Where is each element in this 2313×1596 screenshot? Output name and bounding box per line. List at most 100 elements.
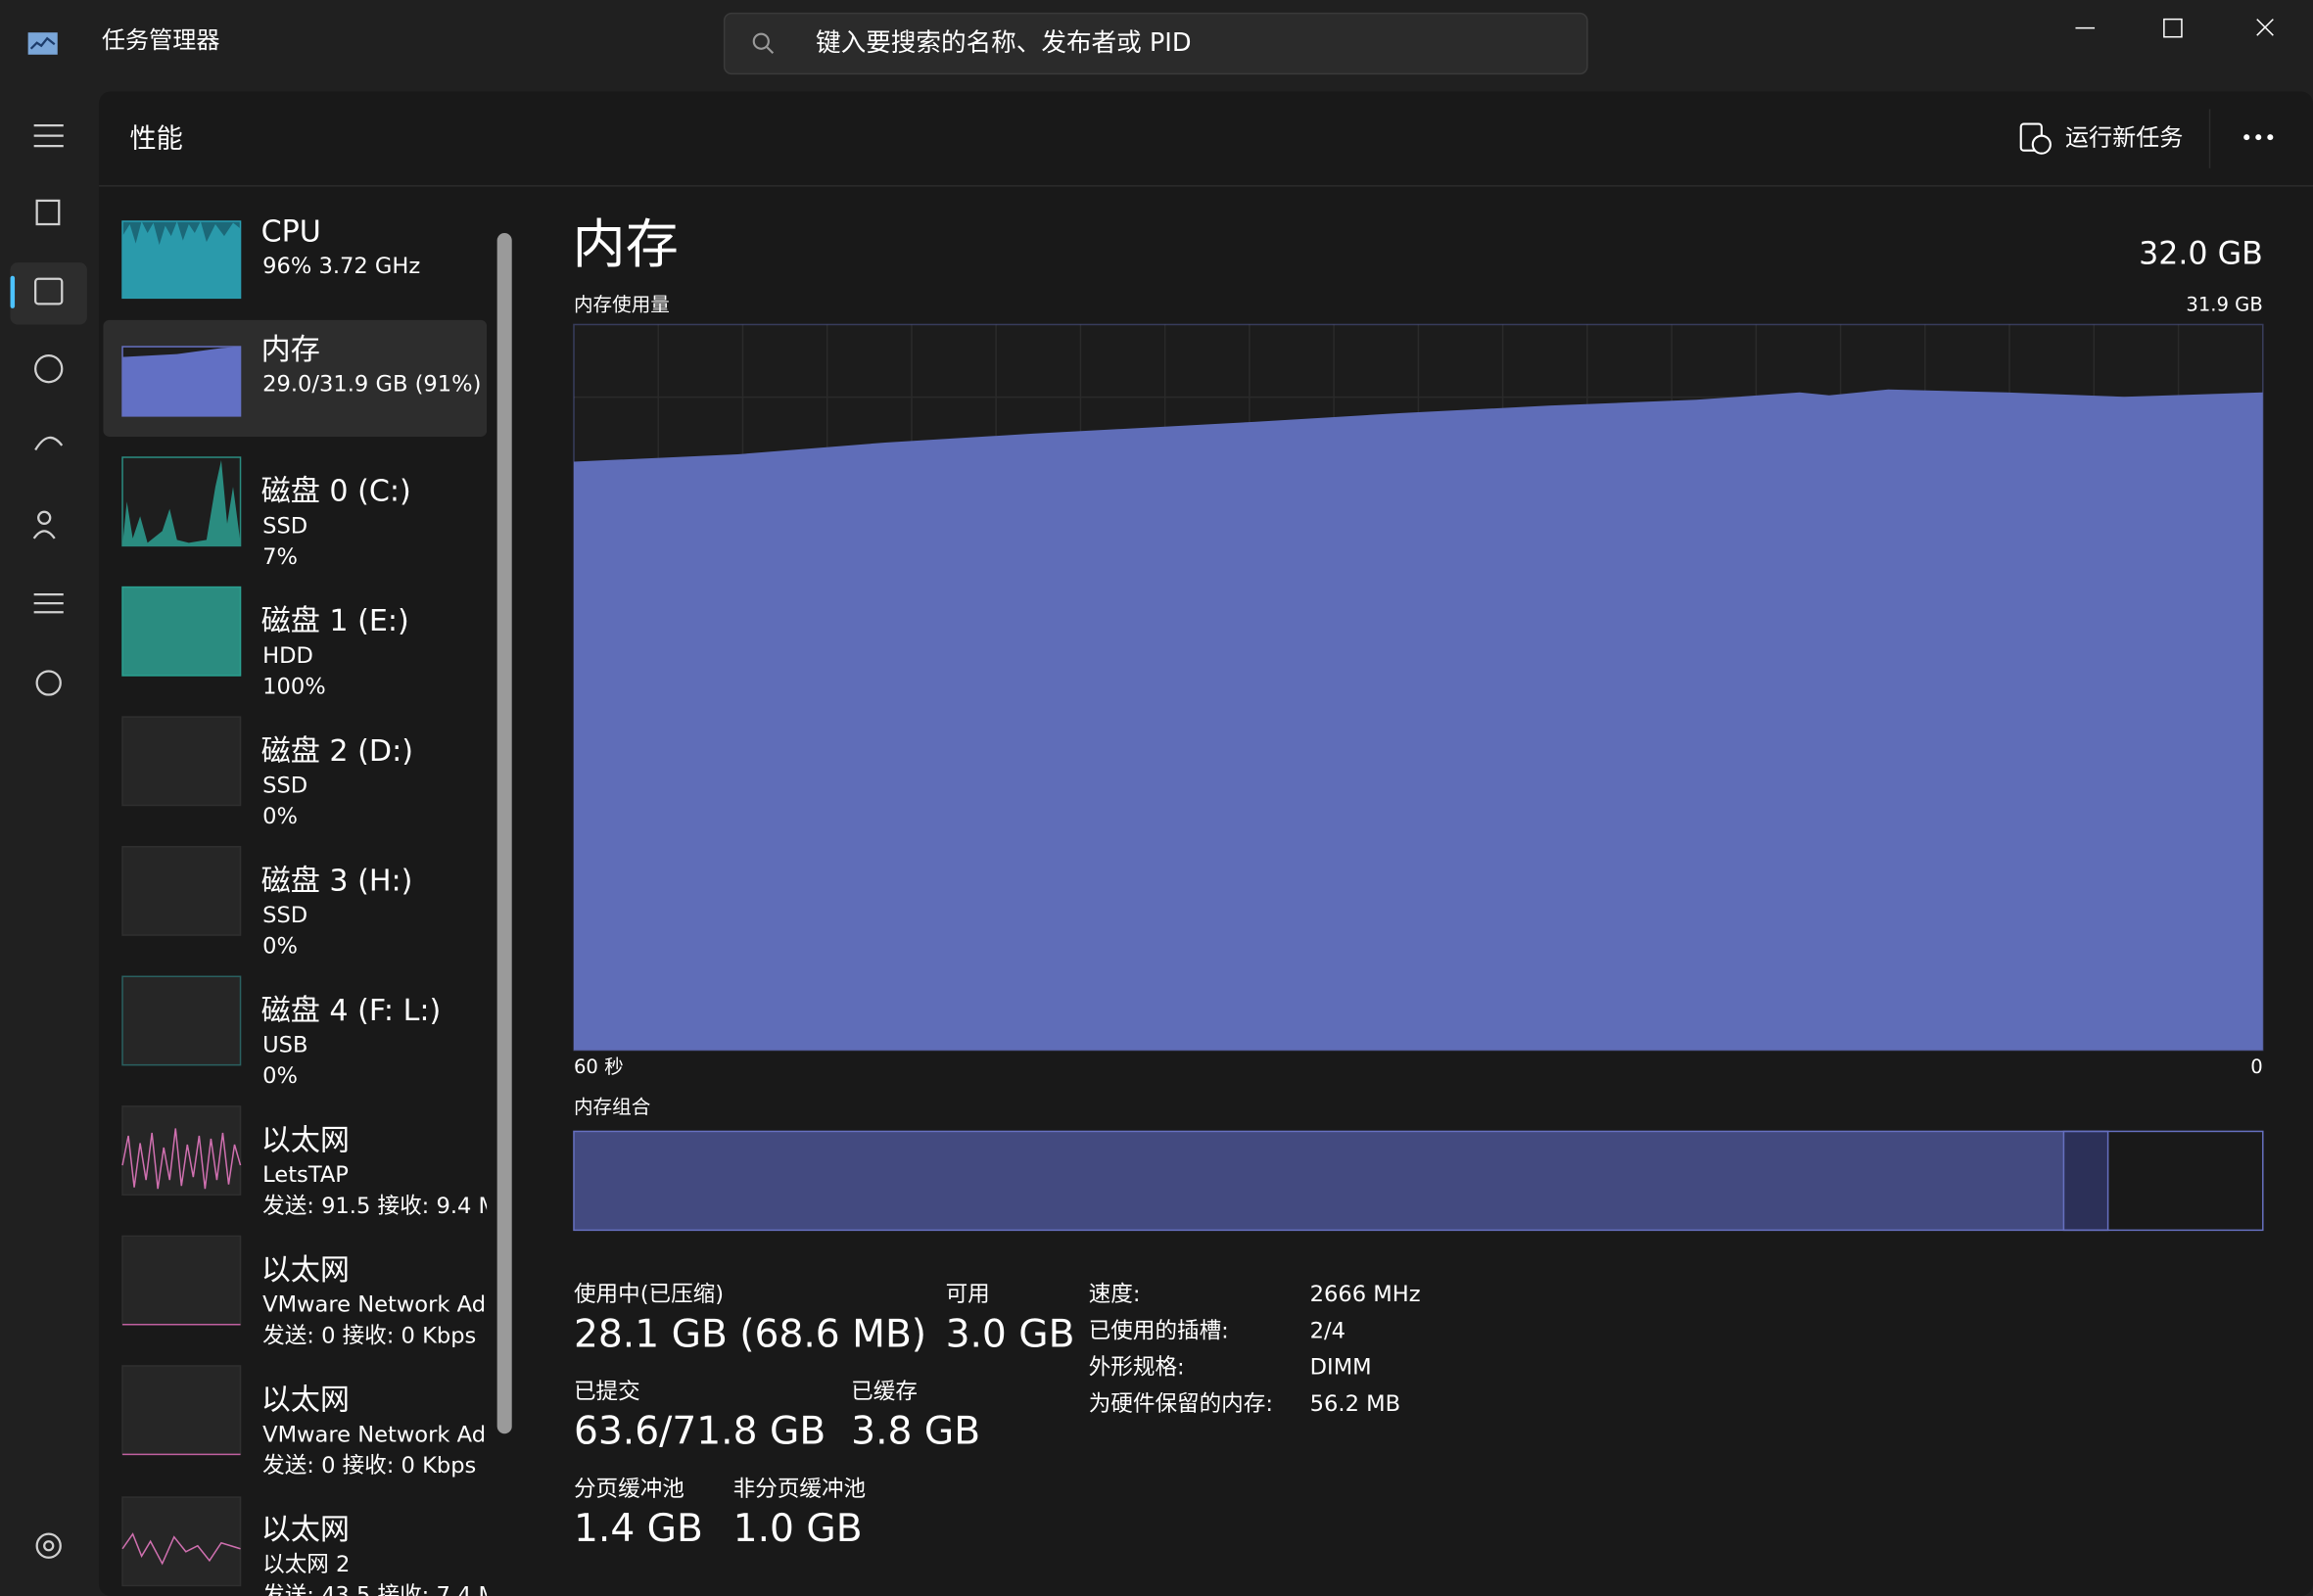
app-icon bbox=[27, 32, 58, 55]
sidebar-item-detail: USB bbox=[262, 1033, 307, 1058]
graph-right: 0 bbox=[2250, 1056, 2262, 1078]
nav-settings[interactable] bbox=[35, 1532, 62, 1559]
sidebar-item-name: 以太网 bbox=[261, 1513, 350, 1547]
disk3-thumb bbox=[121, 845, 242, 936]
sidebar-item-name: 磁盘 3 (H:) bbox=[261, 864, 413, 898]
sidebar-item-name: 以太网 bbox=[261, 1384, 350, 1418]
run-task-icon[interactable] bbox=[2031, 134, 2052, 155]
run-new-task[interactable]: 运行新任务 bbox=[2065, 124, 2183, 152]
composition-in-use bbox=[573, 1131, 2064, 1231]
sidebar-item-detail: 0% bbox=[262, 1063, 298, 1089]
composition-border bbox=[573, 1130, 2264, 1232]
sidebar-item-detail: 0% bbox=[262, 934, 298, 960]
search-icon bbox=[752, 32, 770, 50]
sidebar-scrollbar[interactable] bbox=[496, 233, 512, 1434]
sidebar-item-detail: 发送: 43.5 接收: 7.4 Mbps bbox=[262, 1582, 537, 1596]
nav-details[interactable] bbox=[33, 592, 64, 614]
sidebar-item-detail: VMware Network Adapter VMnet8 bbox=[262, 1422, 637, 1447]
composition-label: 内存组合 bbox=[574, 1096, 650, 1118]
detail-title: 内存 bbox=[572, 213, 678, 275]
nav-processes[interactable] bbox=[35, 199, 61, 226]
disk0-thumb-area bbox=[122, 460, 241, 546]
stat-value: 28.1 GB (68.6 MB) bbox=[574, 1312, 926, 1356]
search-placeholder[interactable]: 键入要搜索的名称、发布者或 PID bbox=[816, 28, 1192, 58]
memory-graph-area bbox=[573, 389, 2263, 1051]
property-label: 速度: bbox=[1089, 1282, 1141, 1307]
cpu-thumb-area bbox=[122, 221, 241, 299]
sidebar-item[interactable]: 磁盘 2 (D:) SSD 0% bbox=[261, 734, 413, 829]
search-icon bbox=[766, 46, 775, 55]
graph-label: 内存使用量 bbox=[574, 293, 670, 315]
sidebar-item-name: 以太网 bbox=[261, 1253, 350, 1288]
property-value: 2/4 bbox=[1310, 1318, 1345, 1343]
eth3-thumb-line bbox=[121, 1532, 241, 1566]
nav-indicator bbox=[10, 275, 16, 308]
sidebar-item[interactable]: 内存 29.0/31.9 GB (91%) bbox=[261, 333, 482, 398]
maximize-button[interactable] bbox=[2163, 18, 2183, 38]
sidebar-item-name: 磁盘 2 (D:) bbox=[261, 734, 413, 769]
sidebar-item-name: 磁盘 4 (F: L:) bbox=[261, 994, 442, 1028]
sidebar-item-detail: 发送: 0 接收: 0 Kbps bbox=[262, 1453, 476, 1479]
memory-graph-border bbox=[573, 323, 2264, 1052]
stat-label: 可用 bbox=[946, 1282, 990, 1307]
sidebar-item-detail: SSD bbox=[262, 903, 307, 928]
sidebar-item-name: 以太网 bbox=[261, 1123, 350, 1157]
stat-label: 使用中(已压缩) bbox=[574, 1282, 724, 1307]
nav-startup[interactable] bbox=[34, 436, 64, 451]
stat-label: 已提交 bbox=[574, 1380, 640, 1405]
sidebar-item-detail: 96% 3.72 GHz bbox=[262, 254, 420, 279]
stat-value: 1.4 GB bbox=[574, 1507, 703, 1551]
composition-modified bbox=[2062, 1130, 2109, 1232]
sidebar-item-detail: 7% bbox=[262, 544, 298, 570]
nav-menu[interactable] bbox=[33, 123, 64, 148]
property-label: 已使用的插槽: bbox=[1089, 1318, 1229, 1343]
sidebar-thumbnails bbox=[121, 220, 242, 1587]
disk4-thumb bbox=[121, 975, 242, 1066]
nav-users[interactable] bbox=[32, 530, 56, 540]
sidebar-item-name: 磁盘 0 (C:) bbox=[261, 475, 411, 509]
sidebar-item-detail: HDD bbox=[262, 643, 313, 669]
property-value: 56.2 MB bbox=[1310, 1391, 1400, 1417]
app-title: 任务管理器 bbox=[102, 26, 219, 54]
detail-total: 32.0 GB bbox=[2139, 237, 2263, 272]
sidebar-item-detail: SSD bbox=[262, 513, 307, 539]
nav-icons bbox=[10, 123, 87, 1559]
eth3-thumb bbox=[121, 1496, 242, 1587]
sidebar-item[interactable]: 磁盘 3 (H:) SSD 0% bbox=[261, 864, 413, 959]
stat-label: 非分页缓冲池 bbox=[733, 1477, 866, 1502]
nav-users[interactable] bbox=[37, 510, 52, 525]
memory-thumb-area bbox=[122, 347, 241, 416]
property-value: DIMM bbox=[1310, 1355, 1372, 1381]
close-button[interactable] bbox=[2256, 19, 2274, 36]
graph-left: 60 秒 bbox=[574, 1056, 624, 1078]
sidebar-item-detail: 100% bbox=[262, 675, 326, 700]
nav-settings[interactable] bbox=[43, 1540, 55, 1552]
search-box[interactable] bbox=[723, 12, 1588, 75]
stat-value: 1.0 GB bbox=[733, 1507, 863, 1551]
sidebar-item[interactable]: 磁盘 4 (F: L:) USB 0% bbox=[261, 994, 442, 1089]
sidebar-item-detail: 发送: 91.5 接收: 9.4 Mbps bbox=[262, 1194, 537, 1219]
sidebar-item-name: 内存 bbox=[261, 333, 320, 367]
nav-performance[interactable] bbox=[34, 277, 64, 305]
disk1-thumb bbox=[121, 586, 242, 677]
eth1-thumb bbox=[121, 1235, 242, 1326]
sidebar-item-detail: SSD bbox=[262, 773, 307, 798]
eth0-thumb-line bbox=[121, 1128, 242, 1190]
sidebar-item[interactable]: CPU 96% 3.72 GHz bbox=[261, 215, 421, 280]
nav-selected-bg bbox=[10, 262, 87, 325]
nav-history[interactable] bbox=[34, 353, 64, 384]
more-button[interactable] bbox=[2243, 134, 2274, 141]
sidebar-item[interactable]: 以太网 VMware Network Adapter VMnet1 发送: 0 接收… bbox=[261, 1253, 637, 1348]
sidebar-item-detail: 发送: 0 接收: 0 Kbps bbox=[262, 1323, 476, 1348]
sidebar-item[interactable]: 以太网 LetsTAP 发送: 91.5 接收: 9.4 Mbps bbox=[261, 1123, 538, 1218]
sidebar-item-detail: 以太网 2 bbox=[262, 1552, 350, 1577]
eth2-thumb bbox=[121, 1365, 242, 1456]
sidebar-item[interactable]: 以太网 VMware Network Adapter VMnet8 发送: 0 接收… bbox=[261, 1384, 637, 1479]
nav-services[interactable] bbox=[35, 670, 62, 696]
sidebar-item[interactable]: 磁盘 0 (C:) SSD 7% bbox=[261, 475, 411, 570]
sidebar-list: CPU 96% 3.72 GHz 内存 29.0/31.9 GB (91%) 磁盘 0 … bbox=[261, 215, 637, 1596]
sidebar-item[interactable]: 磁盘 1 (E:) HDD 100% bbox=[261, 604, 409, 699]
